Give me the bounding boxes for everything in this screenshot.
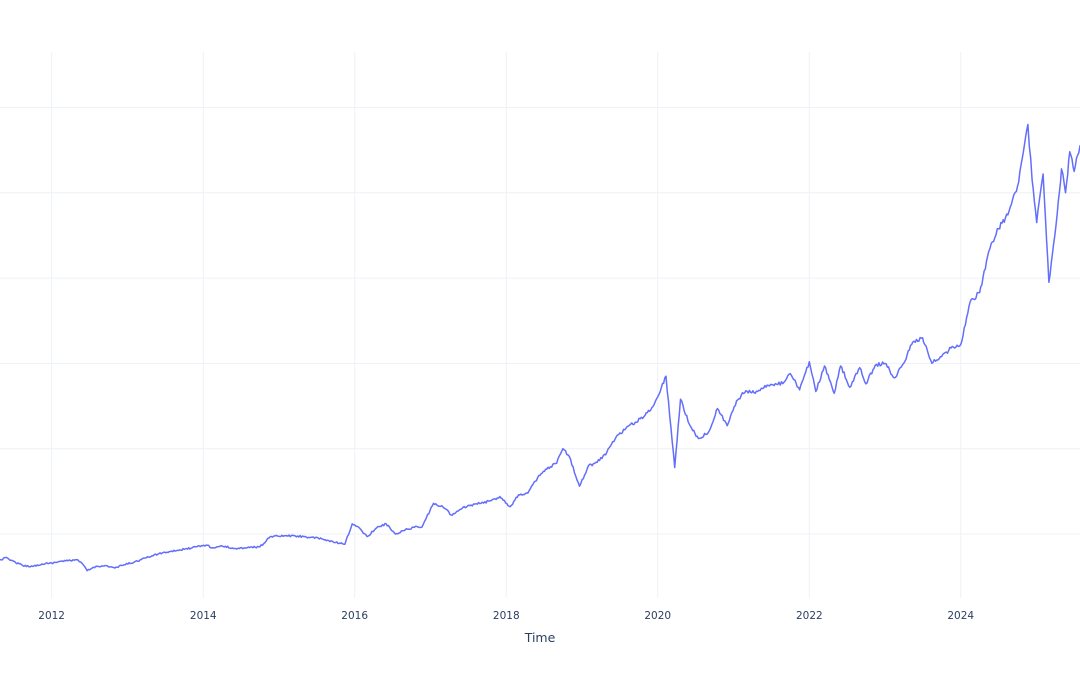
x-tick-label: 2022 [796, 610, 823, 622]
x-tick-label: 2014 [190, 610, 217, 622]
grid [0, 52, 1080, 598]
series-line [0, 123, 1080, 572]
x-tick-label: 2024 [947, 610, 974, 622]
x-tick-label: 2018 [493, 610, 520, 622]
x-tick-label: 2012 [38, 610, 65, 622]
x-axis-ticks: 2012 2014 2016 2018 2020 2022 2024 [38, 610, 974, 622]
x-axis-title: Time [524, 630, 556, 645]
x-tick-label: 2016 [341, 610, 368, 622]
series-layer [0, 123, 1080, 572]
x-tick-label: 2020 [644, 610, 671, 622]
